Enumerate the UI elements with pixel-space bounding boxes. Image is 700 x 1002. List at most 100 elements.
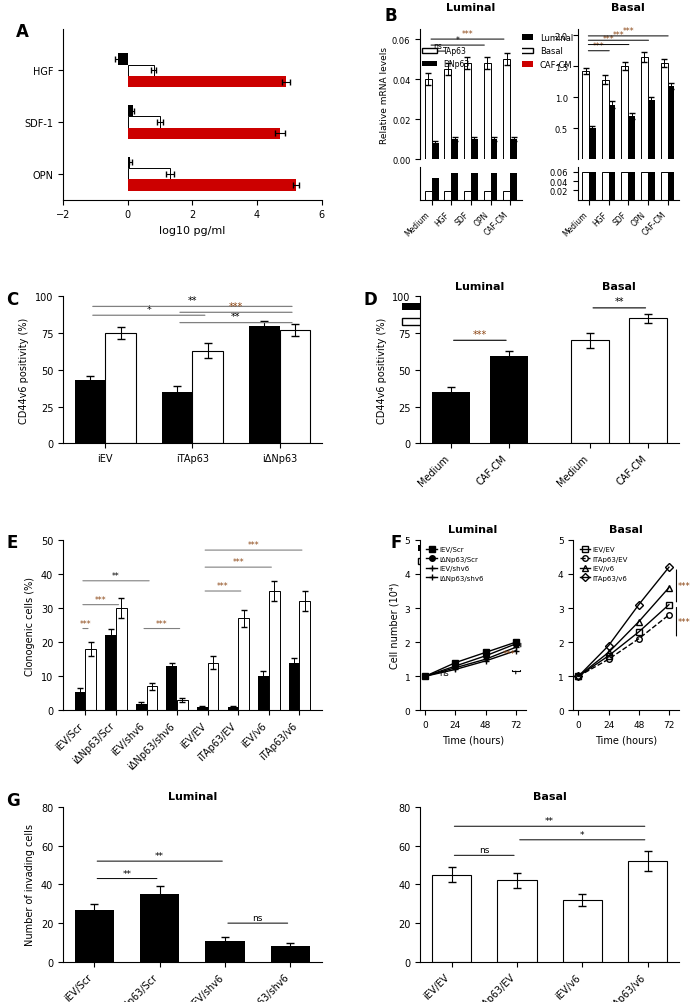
iEV/EV bbox=[665, 599, 673, 611]
X-axis label: log10 pg/ml: log10 pg/ml bbox=[159, 225, 225, 235]
Bar bbox=[193, 352, 223, 444]
Text: ns: ns bbox=[479, 846, 489, 855]
iEV/EV bbox=[635, 626, 643, 638]
Text: ***: *** bbox=[462, 30, 473, 39]
Bar bbox=[249, 327, 279, 444]
Text: **: ** bbox=[112, 571, 120, 580]
Bar bbox=[206, 941, 245, 962]
Bar bbox=[452, 140, 458, 160]
Text: ***: *** bbox=[622, 27, 634, 36]
iEV/Scr bbox=[482, 646, 490, 658]
Y-axis label: Clonogenic cells (%): Clonogenic cells (%) bbox=[25, 576, 35, 675]
Bar bbox=[269, 591, 279, 710]
Bar bbox=[622, 67, 629, 160]
Legend: Luminal, Basal, CAF-CM: Luminal, Basal, CAF-CM bbox=[513, 31, 577, 73]
iEV/v6 bbox=[665, 582, 673, 594]
Bar bbox=[127, 66, 153, 77]
Bar bbox=[602, 173, 608, 200]
Bar bbox=[471, 173, 478, 200]
Line: iEV/shv6: iEV/shv6 bbox=[422, 645, 519, 679]
Bar bbox=[608, 173, 615, 200]
Bar bbox=[668, 87, 674, 160]
iTAp63/EV bbox=[635, 633, 643, 645]
Bar bbox=[464, 192, 471, 200]
Bar bbox=[510, 173, 517, 200]
Legend: TAp63, DNp63: TAp63, DNp63 bbox=[419, 44, 472, 72]
Bar bbox=[432, 393, 470, 444]
Text: ***: *** bbox=[80, 619, 91, 628]
Bar bbox=[177, 700, 188, 710]
iΔNp63/shv6 bbox=[482, 655, 490, 667]
Line: iΔNp63/shv6: iΔNp63/shv6 bbox=[422, 648, 519, 679]
Bar bbox=[589, 129, 596, 160]
iEV/Scr bbox=[421, 670, 429, 682]
Bar bbox=[629, 319, 667, 444]
Bar bbox=[510, 140, 517, 160]
Bar bbox=[279, 331, 310, 444]
Text: **: ** bbox=[231, 312, 241, 322]
iEV/Scr bbox=[452, 657, 460, 669]
Y-axis label: CD44v6 positivity (%): CD44v6 positivity (%) bbox=[377, 318, 386, 424]
Bar bbox=[432, 144, 438, 160]
Text: C: C bbox=[6, 291, 18, 309]
iΔNp63/Scr bbox=[452, 660, 460, 672]
Bar bbox=[127, 157, 130, 169]
iΔNp63/Scr bbox=[512, 638, 520, 650]
Bar bbox=[127, 128, 280, 140]
Bar bbox=[628, 862, 667, 962]
Bar bbox=[127, 180, 296, 191]
Bar bbox=[608, 105, 615, 160]
Bar bbox=[127, 106, 132, 117]
Text: Luminal: Luminal bbox=[455, 282, 505, 292]
Text: ***: *** bbox=[473, 330, 487, 340]
Bar bbox=[484, 64, 491, 160]
Text: **: ** bbox=[615, 298, 624, 307]
Text: ***: *** bbox=[603, 35, 615, 44]
iΔNp63/shv6 bbox=[512, 645, 520, 657]
Bar bbox=[471, 140, 478, 160]
Text: **: ** bbox=[122, 869, 132, 878]
Line: iTAp63/v6: iTAp63/v6 bbox=[575, 565, 672, 679]
iEV/shv6 bbox=[452, 662, 460, 674]
Line: iTAp63/EV: iTAp63/EV bbox=[575, 612, 672, 679]
Bar bbox=[425, 80, 432, 160]
Bar bbox=[75, 381, 105, 444]
Bar bbox=[197, 707, 208, 710]
Bar bbox=[648, 101, 654, 160]
Bar bbox=[629, 116, 635, 160]
iΔNp63/shv6 bbox=[452, 663, 460, 675]
Bar bbox=[490, 357, 528, 444]
Bar bbox=[641, 173, 648, 200]
Title: Basal: Basal bbox=[533, 791, 566, 801]
Bar bbox=[167, 666, 177, 710]
Title: Luminal: Luminal bbox=[449, 524, 498, 534]
Bar bbox=[622, 173, 629, 200]
Text: ns: ns bbox=[439, 668, 449, 677]
Bar bbox=[661, 64, 668, 160]
Title: Basal: Basal bbox=[609, 524, 643, 534]
Bar bbox=[105, 635, 116, 710]
Text: B: B bbox=[385, 7, 398, 25]
Bar bbox=[484, 192, 491, 200]
iTAp63/EV bbox=[604, 653, 612, 665]
Text: ***: *** bbox=[95, 595, 106, 604]
Bar bbox=[300, 601, 310, 710]
Bar bbox=[127, 169, 170, 180]
Bar bbox=[85, 649, 96, 710]
Text: **: ** bbox=[155, 852, 164, 861]
Text: ***: *** bbox=[217, 581, 229, 590]
Bar bbox=[491, 140, 498, 160]
Bar bbox=[208, 663, 218, 710]
iEV/v6 bbox=[604, 646, 612, 658]
X-axis label: Time (hours): Time (hours) bbox=[442, 734, 504, 744]
Bar bbox=[563, 900, 602, 962]
Text: **: ** bbox=[188, 296, 197, 306]
Line: iEV/v6: iEV/v6 bbox=[575, 585, 672, 679]
Bar bbox=[648, 173, 654, 200]
Title: Basal: Basal bbox=[611, 3, 645, 13]
Y-axis label: Relative mRNA levels: Relative mRNA levels bbox=[380, 46, 389, 143]
Bar bbox=[497, 881, 536, 962]
Line: iΔNp63/Scr: iΔNp63/Scr bbox=[422, 641, 519, 679]
Text: F: F bbox=[391, 533, 402, 551]
Bar bbox=[452, 173, 458, 200]
